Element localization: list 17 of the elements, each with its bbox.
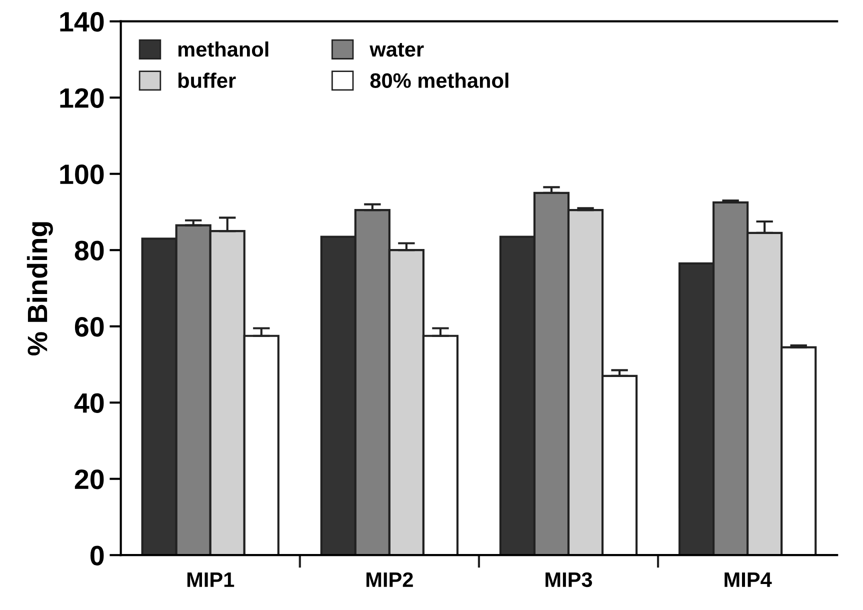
y-tick-label: 60	[74, 317, 104, 337]
y-tick-label: 120	[60, 88, 104, 108]
x-tick-label: MIP4	[724, 572, 772, 587]
x-tick-label: MIP1	[187, 572, 234, 587]
legend-label: 80% methanol	[370, 72, 508, 88]
y-axis-title: % Binding	[26, 222, 53, 356]
x-tick-label: MIP2	[366, 572, 413, 587]
x-tick-label: MIP3	[546, 572, 592, 588]
y-tick-label: 0	[90, 546, 104, 566]
legend-label: buffer	[178, 72, 236, 88]
y-tick-label: 80	[74, 240, 104, 260]
legend-label: water	[370, 42, 424, 57]
y-tick-label: 100	[60, 164, 104, 184]
y-tick-label: 20	[74, 470, 104, 490]
legend-label: methanol	[178, 41, 268, 57]
y-tick-label: 140	[60, 12, 104, 32]
y-tick-label: 40	[74, 393, 104, 413]
